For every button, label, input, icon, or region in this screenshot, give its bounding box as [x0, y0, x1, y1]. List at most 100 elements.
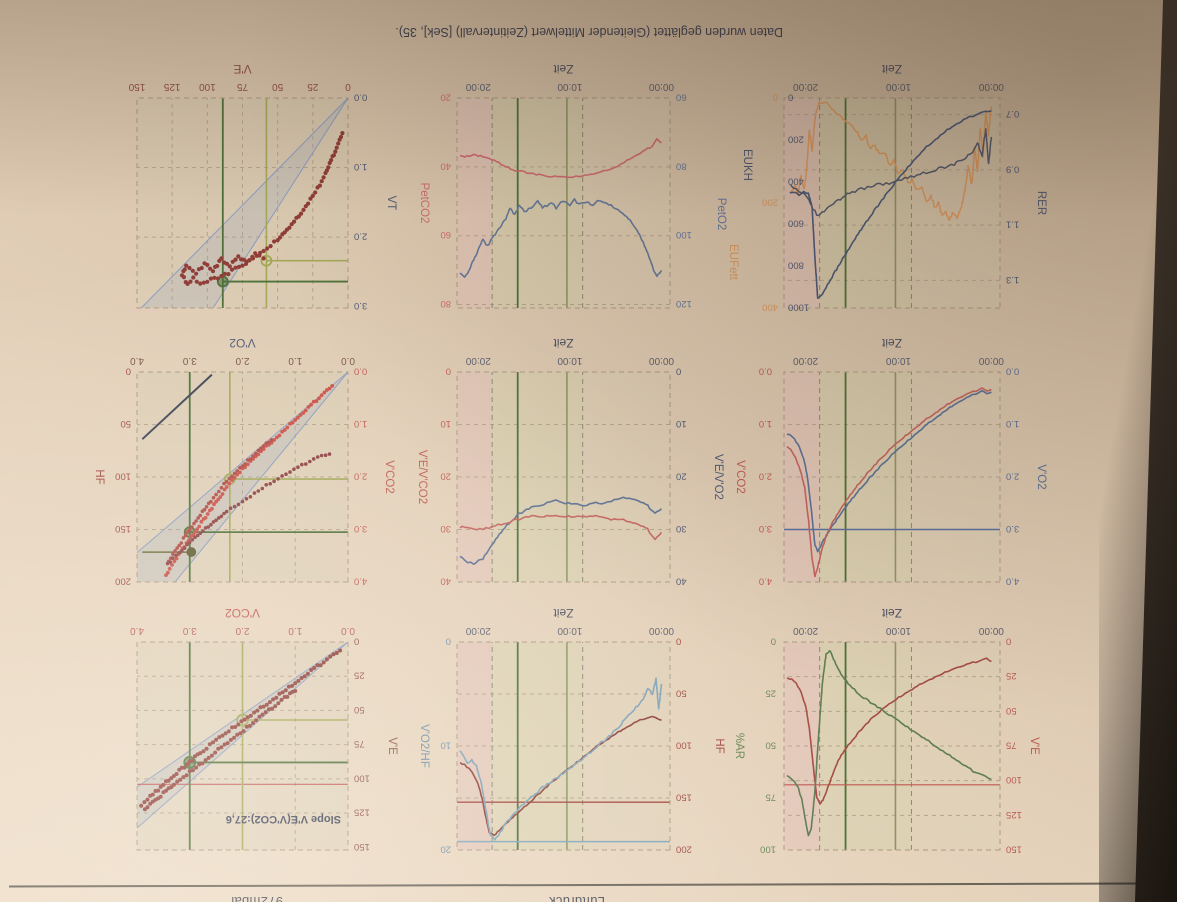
svg-text:150: 150 [354, 841, 370, 852]
svg-text:10:00: 10:00 [557, 355, 582, 366]
svg-text:0.0: 0.0 [354, 366, 367, 377]
svg-text:10:00: 10:00 [886, 355, 911, 366]
svg-text:Zeit: Zeit [553, 62, 574, 76]
svg-text:EUKH: EUKH [741, 149, 753, 181]
svg-text:50: 50 [765, 740, 776, 751]
svg-text:EUFett: EUFett [727, 244, 739, 281]
svg-text:1.0: 1.0 [1006, 418, 1019, 429]
svg-text:V'E: V'E [1028, 737, 1040, 755]
svg-text:50: 50 [676, 688, 687, 699]
svg-text:V'O2: V'O2 [1035, 464, 1047, 489]
svg-text:4.0: 4.0 [130, 355, 144, 366]
svg-text:00:00: 00:00 [649, 355, 674, 366]
svg-text:00:00: 00:00 [978, 81, 1003, 92]
svg-text:0.0: 0.0 [354, 92, 367, 103]
svg-text:00:00: 00:00 [978, 355, 1003, 366]
svg-text:0.0: 0.0 [341, 625, 355, 636]
svg-text:75: 75 [1006, 740, 1017, 751]
svg-text:3.0: 3.0 [182, 625, 196, 636]
svg-text:V'O2/HF: V'O2/HF [418, 724, 430, 768]
svg-text:125: 125 [354, 807, 370, 818]
svg-text:1.0: 1.0 [354, 418, 367, 429]
svg-text:1.3: 1.3 [1006, 274, 1019, 285]
svg-text:00:00: 00:00 [649, 81, 674, 92]
svg-text:150: 150 [128, 81, 145, 92]
svg-text:75: 75 [765, 792, 776, 803]
panel-vo2-vco2: 0.0 1.0 2.0 3.0 4.0 V'O2 0.0 1.0 2.0 3.0 4.0 V'CO2 0… [734, 336, 1047, 587]
svg-text:2.0: 2.0 [235, 355, 249, 366]
svg-text:Zeit: Zeit [553, 336, 574, 350]
svg-text:100: 100 [199, 81, 216, 92]
svg-text:3.0: 3.0 [354, 523, 367, 534]
svg-text:50: 50 [1006, 705, 1017, 716]
svg-text:75: 75 [354, 738, 365, 749]
svg-text:4.0: 4.0 [1006, 576, 1019, 587]
svg-text:200: 200 [788, 134, 804, 145]
svg-text:0: 0 [773, 92, 778, 103]
svg-text:3.0: 3.0 [1006, 523, 1019, 534]
svg-text:30: 30 [440, 523, 451, 534]
svg-text:1.0: 1.0 [288, 625, 302, 636]
svg-text:0: 0 [771, 636, 776, 647]
svg-text:4.0: 4.0 [130, 625, 144, 636]
panel-hf-o2pulse: 0 50 100 150 200 HF 0 10 20 V'O2/HF 00:00 10:00 20:0… [418, 606, 725, 855]
svg-text:20: 20 [440, 844, 451, 855]
svg-text:30: 30 [676, 523, 687, 534]
panel-rer-eukh-eufett: 0.7 0.9 1.1 1.3 RER 0 200 400 600 800 1000 EUKH 0 200… [727, 62, 1047, 313]
smoothing-note: Daten wurden geglättet (Gleitender Mitte… [395, 25, 783, 39]
svg-text:400: 400 [788, 176, 804, 187]
svg-text:100: 100 [1006, 774, 1022, 785]
svg-text:20: 20 [676, 471, 687, 482]
svg-text:20:00: 20:00 [465, 625, 490, 636]
svg-text:150: 150 [115, 523, 131, 534]
svg-text:100: 100 [115, 471, 131, 482]
svg-text:2.0: 2.0 [1006, 471, 1019, 482]
svg-text:0: 0 [676, 636, 681, 647]
svg-text:80: 80 [676, 160, 687, 171]
svg-text:20:00: 20:00 [465, 355, 490, 366]
svg-text:120: 120 [676, 298, 692, 309]
svg-text:0: 0 [788, 92, 793, 103]
svg-text:0.7: 0.7 [1006, 108, 1019, 119]
svg-text:V'E: V'E [233, 62, 251, 76]
svg-text:1.1: 1.1 [1006, 219, 1019, 230]
svg-text:40: 40 [440, 576, 451, 587]
svg-text:1.0: 1.0 [288, 355, 302, 366]
svg-text:0: 0 [676, 366, 681, 377]
svg-text:10:00: 10:00 [886, 625, 911, 636]
svg-text:200: 200 [115, 576, 131, 587]
svg-text:0: 0 [446, 636, 451, 647]
svg-text:4.0: 4.0 [759, 576, 772, 587]
svg-text:V'CO2: V'CO2 [225, 606, 260, 620]
svg-text:400: 400 [762, 302, 778, 313]
svg-text:40: 40 [676, 576, 687, 587]
svg-text:25: 25 [307, 81, 319, 92]
svg-text:0: 0 [1006, 636, 1011, 647]
svg-text:Slope V'E(V'CO2):27,6: Slope V'E(V'CO2):27,6 [226, 813, 341, 825]
svg-text:2.0: 2.0 [235, 625, 249, 636]
svg-text:V'CO2: V'CO2 [734, 460, 746, 494]
panel-vslope: 0.0 1.0 2.0 3.0 4.0 V'CO2 0 50 100 150 200 HF 0.0 1.0… [93, 336, 395, 587]
svg-text:20: 20 [440, 92, 451, 103]
svg-text:25: 25 [765, 688, 776, 699]
svg-text:50: 50 [272, 81, 284, 92]
svg-text:V'E/V'CO2: V'E/V'CO2 [416, 450, 428, 504]
svg-text:20: 20 [440, 471, 451, 482]
svg-text:100: 100 [760, 844, 776, 855]
panel-vt-vs-ve: 0.0 1.0 2.0 3.0 VT 0 25 50 75 100 125 150 V'E [128, 62, 397, 311]
svg-text:V'E/V'O2: V'E/V'O2 [712, 454, 724, 500]
svg-text:100: 100 [676, 740, 692, 751]
panel-peto2-petco2: 60 80 100 120 PetO2 20 40 60 80 PetCO2 00:00 10:00 2… [418, 62, 727, 309]
svg-text:HF: HF [713, 738, 725, 753]
svg-text:100: 100 [354, 772, 370, 783]
svg-text:RER: RER [1035, 191, 1047, 215]
svg-text:25: 25 [354, 670, 365, 681]
svg-text:150: 150 [676, 792, 692, 803]
svg-text:0.0: 0.0 [1006, 366, 1019, 377]
svg-text:20:00: 20:00 [793, 625, 818, 636]
svg-text:150: 150 [1006, 844, 1022, 855]
svg-text:VT: VT [385, 196, 397, 211]
svg-text:10:00: 10:00 [886, 81, 911, 92]
svg-text:1000: 1000 [788, 302, 809, 313]
